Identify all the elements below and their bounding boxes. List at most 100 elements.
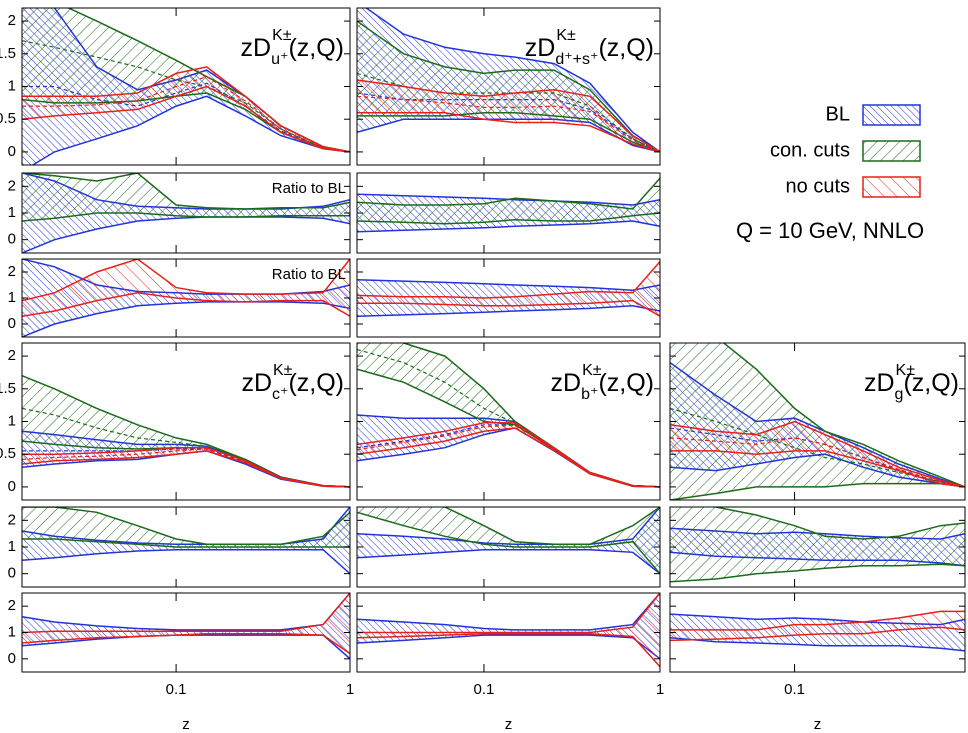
y-tick-label: 1 [8,623,16,640]
x-tick-label: 1 [656,681,664,698]
band-edge [357,111,660,153]
plot-area [22,375,350,488]
band-edge [357,427,660,488]
y-tick-label: 1 [8,204,16,221]
band-fill [22,507,350,547]
legend-swatch [862,104,921,126]
y-tick-label: 2 [8,511,16,528]
legend-swatch [862,176,921,198]
title-tail: (z,Q) [598,369,654,397]
y-tick-label: 0 [8,478,16,495]
band-edge [670,563,965,583]
note: Q = 10 GeV, NNLO [736,218,924,243]
band-edge [670,420,965,488]
x-tick-label: 0.1 [474,681,495,698]
band-fill [357,178,660,224]
title-sup: K± [896,362,916,379]
band-edge [357,511,660,575]
panel-title: zDd⁺+s⁺(z,Q) [525,34,654,68]
band-fill [357,261,660,317]
x-axis-label: z [505,716,513,733]
title-main: zD [241,369,272,397]
y-tick-label: 0 [8,315,16,332]
title-sub: d⁺+s⁺ [555,51,598,68]
plot-area [357,261,660,317]
band-edge [357,634,660,660]
annotation: Ratio to BL [272,180,346,197]
band-fill [357,80,660,152]
annotation: Ratio to BL [272,266,346,283]
band-fill [22,66,350,152]
y-tick-label: 0 [8,565,16,582]
band-fill [670,611,965,641]
central-line [357,95,660,153]
band-edge [357,593,660,634]
plot-area [22,593,350,660]
y-tick-label: 2 [8,263,16,280]
band-edge [670,482,965,500]
plot-area [670,610,965,652]
title-sub: u⁺ [271,51,288,68]
legend-label: BL [826,103,850,125]
title-tail: (z,Q) [288,369,344,397]
x-tick-label: 0.1 [166,681,187,698]
title-sup: K± [272,27,292,44]
band-edge [22,593,350,634]
plot-area [357,343,660,488]
x-axis-label: z [182,716,190,733]
title-sub: c⁺ [272,386,288,403]
band-edge [22,633,350,655]
title-tail: (z,Q) [598,34,654,62]
x-axis-label: z [814,716,822,733]
x-tick-label: 0.1 [784,681,805,698]
band-edge [22,216,350,253]
band-edge [22,292,350,317]
y-tick-label: 0 [8,231,16,248]
x-tick-label: 1 [346,681,354,698]
central-line [22,448,350,488]
title-sub: b⁺ [581,386,598,403]
title-main: zD [551,369,582,397]
panel-title: zDu⁺(z,Q) [241,34,344,68]
plot-area [22,259,350,337]
panel-title: zDb⁺(z,Q) [551,369,654,403]
band-fill [22,375,350,487]
y-tick-label: 0 [8,143,16,160]
plot-area [22,8,350,165]
band-edge [357,220,660,233]
title-sup: K± [273,362,293,379]
plot-area [670,507,965,583]
band-edge [357,305,660,317]
band-edge [22,212,350,222]
band-edge [670,450,965,488]
plot-area [670,343,965,500]
band-edge [22,548,350,575]
y-tick-label: 1 [8,538,16,555]
plot-area [357,177,660,233]
band-edge [433,507,660,546]
y-tick-label: 2 [8,12,16,29]
band-fill [357,343,660,487]
y-tick-label: 2 [8,347,16,364]
plot-area [357,593,660,668]
plot-area [357,8,660,153]
band-edge [670,610,965,631]
band-edge [670,626,965,642]
band-fill [670,343,965,500]
band-edge [364,8,660,153]
legend-label: no cuts [786,175,850,197]
title-sup: K± [556,27,576,44]
band-fill [357,593,660,659]
y-tick-label: 0.5 [0,110,16,127]
band-fill [357,21,660,152]
band-fill [670,507,965,582]
band-edge [357,422,660,488]
title-main: zD [241,34,272,62]
band-fill [22,593,350,659]
y-tick-label: 2 [8,177,16,194]
y-tick-label: 0.5 [0,445,16,462]
band-edge [357,593,660,631]
band-edge [357,261,660,299]
band-fill [22,173,350,221]
